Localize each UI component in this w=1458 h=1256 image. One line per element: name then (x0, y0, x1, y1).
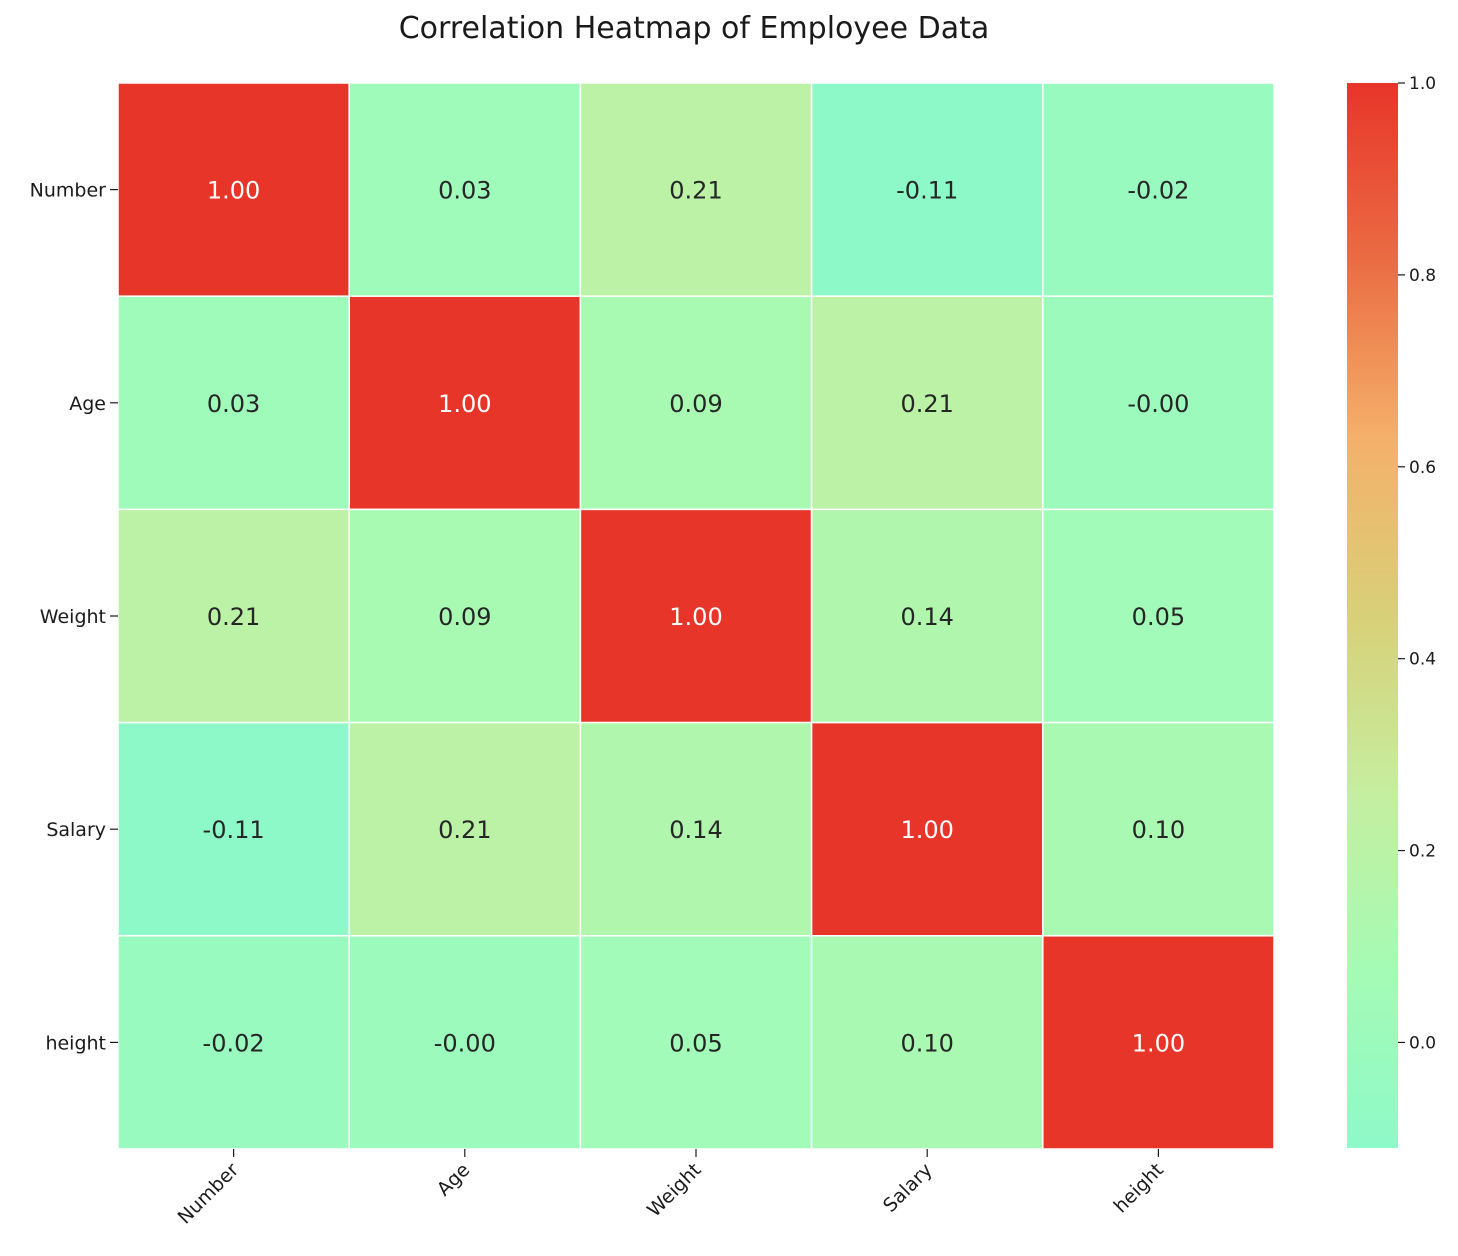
colorbar: 0.0 0.2 0.4 0.6 0.8 1.0 (1347, 74, 1436, 1148)
colorbar-tick-label: 0.4 (1409, 650, 1436, 670)
cell-value-label: 0.03 (438, 177, 491, 205)
cell-value-label: 0.05 (669, 1029, 722, 1057)
heatmap-cell (117, 82, 350, 297)
cell-value-label: -0.00 (434, 1029, 496, 1057)
chart-title: Correlation Heatmap of Employee Data (399, 11, 990, 46)
cell-value-label: 0.14 (669, 816, 722, 844)
x-tick-label: height (1110, 1159, 1168, 1217)
colorbar-ticks: 0.0 0.2 0.4 0.6 0.8 1.0 (1398, 74, 1436, 1053)
heatmap-cell (1042, 82, 1275, 297)
cell-value-label: 0.09 (438, 603, 491, 631)
x-tick-label: Weight (643, 1159, 705, 1221)
cell-value-label: 0.10 (900, 1029, 953, 1057)
x-tick-label: Number (174, 1159, 244, 1229)
y-axis: Number Age Weight Salary height (30, 180, 118, 1054)
cell-value-label: 0.21 (669, 177, 722, 205)
cell-value-label: 1.00 (1132, 1029, 1185, 1057)
cell-value-label: 1.00 (438, 390, 491, 418)
cell-value-label: 1.00 (669, 603, 722, 631)
cell-value-label: 0.03 (207, 390, 260, 418)
heatmap-cell (348, 935, 582, 1150)
cell-value-label: -0.02 (203, 1029, 265, 1057)
y-tick-label: height (45, 1032, 106, 1054)
y-tick-label: Salary (46, 819, 106, 841)
heatmap-cell (579, 508, 813, 724)
y-tick-label: Number (30, 180, 107, 202)
cell-value-label: -0.11 (203, 816, 265, 844)
heatmap-cell (117, 295, 350, 511)
heatmap-cell (810, 721, 1044, 937)
cell-value-label: -0.02 (1127, 177, 1189, 205)
heatmap-cell (1042, 508, 1275, 724)
colorbar-tick-label: 0.6 (1409, 458, 1436, 478)
cell-value-label: 0.21 (438, 816, 491, 844)
colorbar-tick-label: 0.8 (1409, 266, 1436, 286)
colorbar-gradient (1347, 83, 1398, 1148)
heatmap-cells (117, 82, 1275, 1150)
heatmap-cell (579, 935, 813, 1150)
heatmap-cell (1042, 935, 1275, 1150)
cell-value-label: 0.21 (207, 603, 260, 631)
colorbar-tick-label: 0.2 (1409, 842, 1436, 862)
y-tick-label: Weight (40, 606, 106, 628)
cell-value-label: 1.00 (900, 816, 953, 844)
cell-value-label: -0.00 (1127, 390, 1189, 418)
cell-value-label: -0.11 (896, 177, 958, 205)
heatmap-cell (1042, 721, 1275, 937)
y-tick-label: Age (69, 393, 106, 415)
heatmap-cell (348, 295, 582, 511)
heatmap-cell (579, 82, 813, 297)
cell-value-label: 1.00 (207, 177, 260, 205)
colorbar-tick-label: 1.0 (1409, 74, 1436, 94)
x-tick-label: Salary (879, 1159, 937, 1217)
heatmap-cell (348, 508, 582, 724)
heatmap-cell (810, 508, 1044, 724)
heatmap-cell (579, 721, 813, 937)
cell-value-label: 0.09 (669, 390, 722, 418)
heatmap-cell (348, 82, 582, 297)
cell-value-label: 0.21 (900, 390, 953, 418)
cell-value-label: 0.14 (900, 603, 953, 631)
heatmap-cell (117, 935, 350, 1150)
heatmap-cell (1042, 295, 1275, 511)
heatmap-annotations: 1.00 0.03 0.21 -0.11 -0.02 0.03 1.00 0.09 0.21 -0… (203, 177, 1190, 1058)
colorbar-tick-label: 0.0 (1409, 1033, 1436, 1053)
x-tick-label: Age (433, 1159, 475, 1201)
x-axis: Number Age Weight Salary height (174, 1149, 1168, 1229)
heatmap-cell (348, 721, 582, 937)
cell-value-label: 0.10 (1132, 816, 1185, 844)
cell-value-label: 0.05 (1132, 603, 1185, 631)
heatmap-cell (579, 295, 813, 511)
heatmap-cell (810, 82, 1044, 297)
